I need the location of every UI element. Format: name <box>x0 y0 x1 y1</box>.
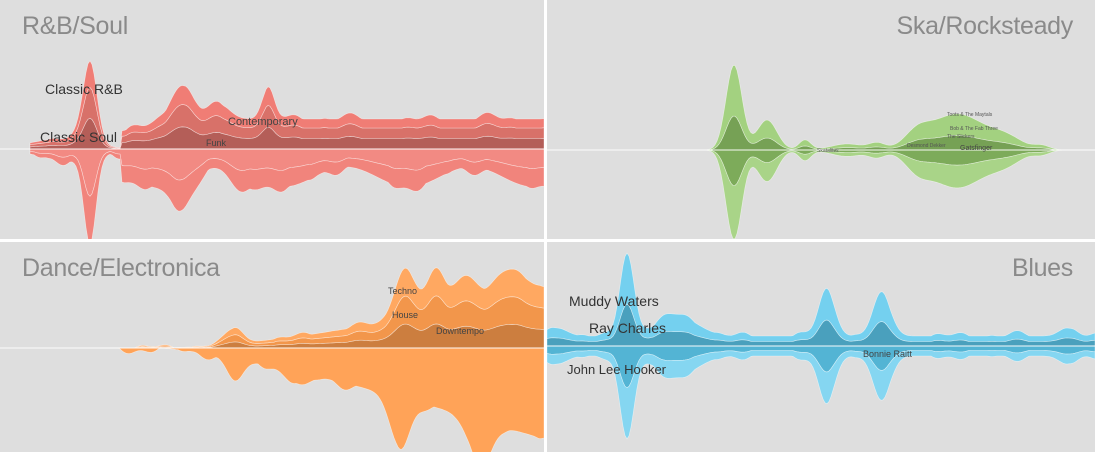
dance-electronica-streamgraph <box>0 267 544 452</box>
panel-title: Blues <box>1011 254 1073 282</box>
series-label-classic-rnb: Classic R&B <box>45 81 123 97</box>
blues-panel: Blues Muddy Waters Ray Charles John Lee … <box>547 242 1095 452</box>
dance-lower-layer <box>100 347 544 452</box>
series-label-desmond-dekker: Desmond Dekker <box>907 143 946 149</box>
dance-electronica-panel: Dance/Electronica Techno House Downtempo <box>0 242 544 452</box>
series-label-bonnie-raitt: Bonnie Raitt <box>863 349 913 359</box>
ska-rocksteady-streamgraph <box>547 65 1095 239</box>
rnb-lower-layer-1 <box>29 151 544 239</box>
series-label-downtempo: Downtempo <box>436 326 485 336</box>
series-label-house: House <box>392 310 419 320</box>
blues-streamgraph <box>547 252 1095 440</box>
panel-title: Ska/Rocksteady <box>896 12 1074 40</box>
series-label-classic-soul: Classic Soul <box>40 129 118 145</box>
series-label-muddy-waters: Muddy Waters <box>569 293 659 309</box>
series-label-techno: Techno <box>388 286 418 296</box>
series-label-contemporary: Contemporary <box>228 116 298 128</box>
series-label-gatsfinger: Gatsfinger <box>960 145 993 152</box>
ska-rocksteady-panel: Ska/Rocksteady Skatalites Toots & The Ma… <box>547 0 1095 239</box>
blues-lower-layer-1 <box>547 350 1095 440</box>
series-label-toots: Toots & The Maytals <box>947 112 993 118</box>
series-label-ray-charles: Ray Charles <box>589 320 667 336</box>
rnb-soul-streamgraph <box>0 60 544 239</box>
series-label-bob-fab-three: Bob & The Fab Three <box>950 126 998 132</box>
dance-upper-layer-2 <box>100 267 544 349</box>
blues-upper-layer-1 <box>547 252 1095 342</box>
panel-title: Dance/Electronica <box>22 254 220 282</box>
ska-upper-layer-1 <box>657 65 1095 151</box>
series-label-funk: Funk <box>206 138 227 148</box>
panel-title: R&B/Soul <box>22 12 128 40</box>
rnb-upper-layer-2 <box>29 60 544 149</box>
ska-lower-layer-1 <box>657 149 1095 239</box>
rnb-soul-panel: R&B/Soul Classic R&B Classic Soul Contem… <box>0 0 544 239</box>
series-label-skatalites: Skatalites <box>817 148 839 154</box>
series-label-john-lee-hooker: John Lee Hooker <box>567 362 667 377</box>
series-label-slickers: The Slickers <box>947 134 975 140</box>
